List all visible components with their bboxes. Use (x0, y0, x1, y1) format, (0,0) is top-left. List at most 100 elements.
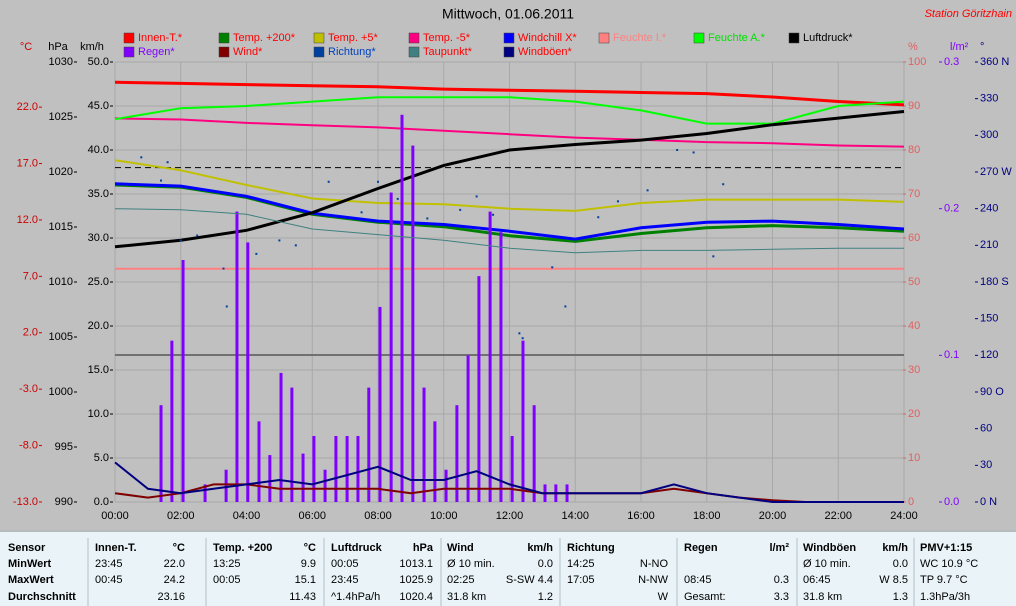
column-title: Regen (684, 542, 718, 554)
axis-unit: km/h (80, 41, 104, 53)
cell-label: 06:45 (803, 574, 831, 586)
legend-swatch (503, 46, 515, 58)
legend-label: Taupunkt* (423, 46, 473, 58)
direction-dot (564, 305, 567, 308)
cell-value: W (658, 591, 669, 603)
y-tick-label: 300 (980, 129, 998, 141)
direction-dot (692, 151, 695, 154)
series-line (114, 208, 904, 254)
cell-value: 1013.1 (399, 558, 433, 570)
cell-label: 1.3hPa/3h (920, 591, 970, 603)
x-tick-label: 12:00 (496, 510, 524, 522)
cell-label: Gesamt: (684, 591, 726, 603)
direction-dot (196, 234, 199, 237)
direction-dot (166, 161, 169, 164)
y-tick-label: 5.0 (94, 452, 109, 464)
rain-bar (356, 436, 360, 502)
y-tick-label: 2.0 (23, 327, 38, 339)
rain-bar (345, 436, 349, 502)
y-tick-label: 30.0 (88, 232, 109, 244)
y-tick-label: 22.0 (17, 101, 38, 113)
direction-dot (225, 305, 228, 308)
direction-dot (160, 179, 163, 182)
legend-label: Temp. +200* (233, 32, 296, 44)
rain-bar (159, 405, 163, 502)
cell-label: 02:25 (447, 574, 475, 586)
rain-bar (466, 355, 470, 502)
y-tick-label: 10.0 (88, 408, 109, 420)
column-title: Temp. +200 (213, 542, 272, 554)
station-name: Station Göritzhain (925, 8, 1012, 20)
column-unit: km/h (882, 542, 908, 554)
rain-bar (455, 405, 459, 502)
y-tick-label: 30 (908, 364, 920, 376)
rain-bar (323, 469, 327, 502)
direction-dot (179, 239, 182, 242)
rain-bar (389, 192, 393, 503)
y-tick-label: 60 (908, 232, 920, 244)
y-tick-label: 330 (980, 93, 998, 105)
rain-bar (246, 242, 250, 502)
cell-value: 9.9 (301, 558, 316, 570)
y-tick-label: 70 (908, 188, 920, 200)
axis-unit: l/m² (950, 41, 969, 53)
y-tick-label: 35.0 (88, 188, 109, 200)
cell-value: 11.43 (289, 591, 316, 603)
y-tick-label: 0.2 (944, 203, 959, 215)
y-tick-label: 1015 (49, 221, 73, 233)
rain-bar (181, 260, 185, 502)
y-tick-label: 1025 (49, 111, 73, 123)
direction-dot (492, 213, 495, 216)
x-tick-label: 16:00 (627, 510, 655, 522)
series-line (114, 159, 905, 212)
direction-dot (518, 332, 521, 335)
row-label: MaxWert (8, 574, 54, 586)
y-tick-label: 12.0 (17, 214, 38, 226)
direction-dot (278, 239, 281, 242)
y-tick-label: 50 (908, 276, 920, 288)
y-tick-label: 0.0 (94, 496, 109, 508)
cell-label: 23:45 (331, 574, 359, 586)
rain-bar (290, 387, 294, 502)
y-tick-label: 20.0 (88, 320, 109, 332)
rain-bar (422, 387, 426, 502)
row-label: MinWert (8, 558, 52, 570)
rain-bar (334, 436, 338, 502)
legend-swatch (598, 32, 610, 44)
column-title: Windböen (803, 542, 856, 554)
x-tick-label: 02:00 (167, 510, 195, 522)
cell-value: 15.1 (295, 574, 316, 586)
direction-dot (140, 156, 143, 159)
rain-bar (224, 469, 228, 502)
y-tick-label: 60 (980, 423, 992, 435)
cell-label: ^1.4hPa/h (331, 591, 380, 603)
cell-value: 23.16 (157, 591, 185, 603)
axis-unit: hPa (48, 41, 68, 53)
cell-value: N-NO (640, 558, 669, 570)
y-tick-label: -8.0 (19, 439, 38, 451)
legend-label: Luftdruck* (803, 32, 853, 44)
y-tick-label: 45.0 (88, 100, 109, 112)
rain-bar (444, 469, 448, 502)
direction-dot (722, 183, 725, 186)
y-tick-label: 1000 (49, 386, 73, 398)
cell-label: Ø 10 min. (447, 558, 495, 570)
legend-swatch (503, 32, 515, 44)
direction-dot (360, 211, 363, 214)
direction-dot (597, 216, 600, 219)
cell-label: Ø 10 min. (803, 558, 851, 570)
y-tick-label: 120 (980, 349, 998, 361)
rain-bar (400, 114, 404, 503)
column-unit: °C (304, 542, 316, 554)
rain-bar (378, 306, 382, 502)
legend-swatch (313, 32, 325, 44)
direction-dot (551, 266, 554, 269)
rain-bar (279, 372, 283, 502)
legend-swatch (123, 32, 135, 44)
direction-dot (676, 149, 679, 151)
legend-swatch (218, 32, 230, 44)
cell-label: 00:05 (331, 558, 359, 570)
y-tick-label: 30 (980, 459, 992, 471)
legend-label: Wind* (233, 46, 263, 58)
legend-swatch (408, 46, 420, 58)
